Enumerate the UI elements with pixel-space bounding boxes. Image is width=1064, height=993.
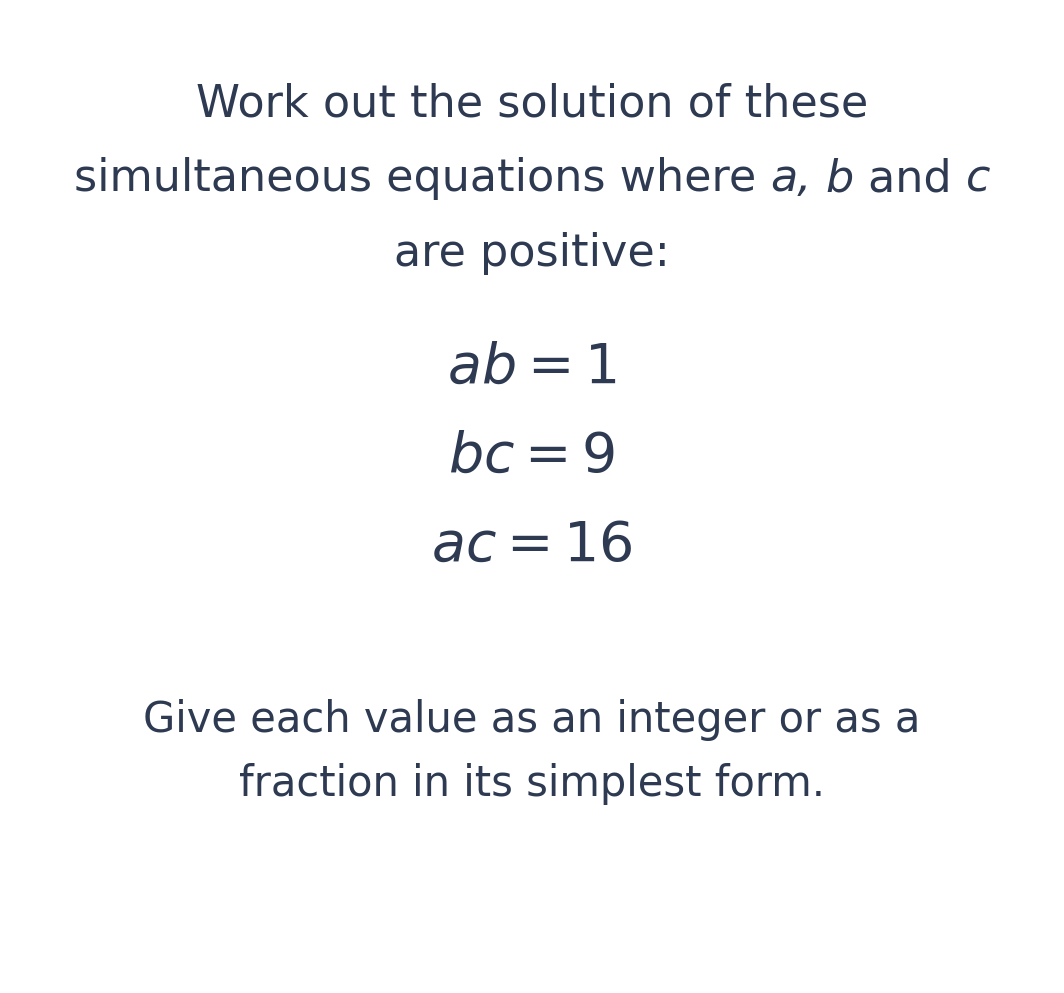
Text: a,: a, bbox=[770, 157, 812, 201]
Text: $bc = 9$: $bc = 9$ bbox=[448, 430, 616, 484]
Text: and: and bbox=[854, 157, 966, 201]
Text: are positive:: are positive: bbox=[394, 231, 670, 275]
Text: Give each value as an integer or as a: Give each value as an integer or as a bbox=[144, 699, 920, 741]
Text: fraction in its simplest form.: fraction in its simplest form. bbox=[239, 764, 825, 805]
Text: $ab = 1$: $ab = 1$ bbox=[447, 341, 617, 394]
Text: Work out the solution of these: Work out the solution of these bbox=[196, 82, 868, 126]
Text: c: c bbox=[966, 157, 991, 201]
Text: b: b bbox=[826, 157, 854, 201]
Text: simultaneous equations where: simultaneous equations where bbox=[73, 157, 770, 201]
Text: $ac = 16$: $ac = 16$ bbox=[431, 519, 633, 573]
